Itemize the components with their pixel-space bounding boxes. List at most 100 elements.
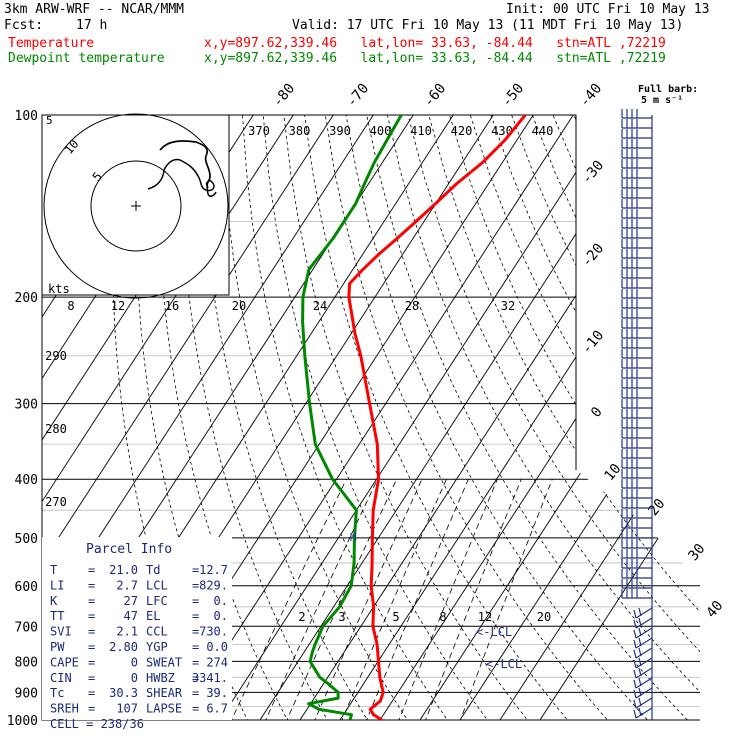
parcel-key: SVI: [50, 625, 72, 639]
parcel-key: HWBZ: [146, 671, 175, 685]
parcel-eq: =: [88, 625, 95, 639]
parcel-value: 3341.: [192, 671, 228, 685]
mixing-ratio-label: 20: [537, 610, 551, 624]
hodograph-speed-label: 20: [232, 299, 246, 313]
parcel-key: LI: [50, 578, 64, 592]
dry-adiabat: [387, 115, 700, 720]
parcel-eq: =: [88, 686, 95, 700]
temperature-tick-label: -70: [344, 81, 373, 111]
parcel-eq: =: [192, 686, 199, 700]
mixing-ratio-label: 3: [338, 610, 345, 624]
parcel-key: CIN: [50, 671, 72, 685]
parcel-key: SREH: [50, 702, 79, 716]
hodograph-trace: [147, 158, 217, 197]
hodograph-speed-label: 12: [111, 299, 125, 313]
lcl-label: <-LCL: [476, 625, 512, 639]
wind-barb: [635, 677, 653, 689]
dry-adiabat: [407, 115, 700, 720]
hodograph-trace: [159, 140, 211, 189]
dry-adiabat: [469, 115, 700, 720]
theta-label: 410: [410, 124, 432, 138]
valid-time: Valid: 17 UTC Fri 10 May 13 (11 MDT Fri …: [292, 18, 684, 33]
hodograph-origin: [131, 201, 141, 211]
theta-label: 400: [370, 124, 392, 138]
wind-barb: [635, 707, 653, 719]
parcel-eq: =: [192, 655, 199, 669]
parcel-key: T: [50, 563, 57, 577]
mixing-ratio-line: [308, 479, 423, 720]
hodograph-speed-label: 8: [67, 299, 74, 313]
m-label: M: [350, 531, 357, 544]
hodograph-ring: [90, 160, 182, 252]
dry-adiabat: [345, 115, 660, 720]
parcel-eq: =: [192, 640, 199, 654]
parcel-value: 12.7: [199, 563, 228, 577]
dry-adiabat: [449, 115, 700, 720]
parcel-value: 829.: [199, 578, 228, 592]
parcel-eq: =: [88, 640, 95, 654]
isotherm: [499, 115, 700, 720]
hodograph-speed-label: 32: [501, 299, 515, 313]
parcel-value: 47: [124, 609, 138, 623]
theta-label: 430: [491, 124, 513, 138]
mixing-ratio-label: 8: [439, 610, 446, 624]
parcel-key: LAPSE: [146, 702, 182, 716]
wind-barb: [635, 607, 653, 619]
parcel-eq: =: [88, 578, 95, 592]
hodograph-speed-label: 24: [313, 299, 327, 313]
parcel-eq: =: [192, 625, 199, 639]
mixing-ratio-line: [393, 479, 498, 720]
fcst-label: Fcst:: [4, 18, 44, 33]
parcel-eq: =: [192, 594, 199, 608]
temperature-tick-label: -80: [270, 81, 299, 111]
theta-label: 420: [451, 124, 473, 138]
parcel-eq: =: [88, 671, 95, 685]
temperature-tick-label: -50: [499, 81, 528, 111]
temperature-tick-label: -20: [579, 241, 608, 271]
mixing-ratio-line: [225, 479, 347, 720]
parcel-value: 27: [124, 594, 138, 608]
dry-adiabat: [242, 115, 457, 720]
dry-adiabat: [490, 115, 700, 720]
temperature-location: x,y=897.62,339.46 lat,lon= 33.63, -84.44…: [204, 36, 666, 51]
parcel-eq: =: [192, 671, 199, 685]
hodograph-speed-label: 16: [165, 299, 179, 313]
mixing-ratio-line: [360, 479, 469, 720]
isotherm: [339, 115, 700, 720]
hodograph-ring: [43, 113, 229, 299]
soundings: [301, 115, 527, 720]
pressure-tick-label: 500: [15, 532, 38, 547]
parcel-value: 2.1: [116, 625, 138, 639]
theta-label: 440: [532, 124, 554, 138]
lcl-label: <-LCL: [486, 657, 522, 671]
barb-legend-label: Full barb:: [638, 84, 698, 95]
parcel-value: 30.3: [109, 686, 138, 700]
pressure-tick-label: 200: [15, 291, 38, 306]
temperature-tick-label: -30: [579, 158, 608, 188]
theta-label: 380: [289, 124, 311, 138]
mixing-ratio-label: 2: [298, 610, 305, 624]
dewpoint-location: x,y=897.62,339.46 lat,lon= 33.63, -84.44…: [204, 51, 666, 66]
mixing-ratio-label: 12: [478, 610, 492, 624]
parcel-cell: CELL = 238/36: [50, 717, 144, 731]
mixing-ratio-line: [336, 479, 447, 720]
dry-adiabat: [157, 115, 295, 720]
parcel-key: EL: [146, 609, 160, 623]
parcel-key: SWEAT: [146, 655, 182, 669]
dry-adiabat: [262, 115, 498, 720]
temperature-tick-label: 40: [703, 598, 726, 621]
mixing-ratio-line: [259, 479, 378, 720]
model-title: 3km ARW-WRF -- NCAR/MMM: [4, 2, 185, 17]
theta-label: 290: [45, 349, 67, 363]
dry-adiabat: [304, 115, 579, 720]
init-time: Init: 00 UTC Fri 10 May 13: [506, 2, 710, 17]
dewpoint-profile: [301, 115, 403, 720]
parcel-key: YGP: [146, 640, 168, 654]
parcel-key: CAPE: [50, 655, 79, 669]
parcel-key: PW: [50, 640, 65, 654]
wind-barb: [635, 627, 653, 639]
parcel-value: 274: [206, 655, 228, 669]
wind-barb: [635, 687, 653, 699]
